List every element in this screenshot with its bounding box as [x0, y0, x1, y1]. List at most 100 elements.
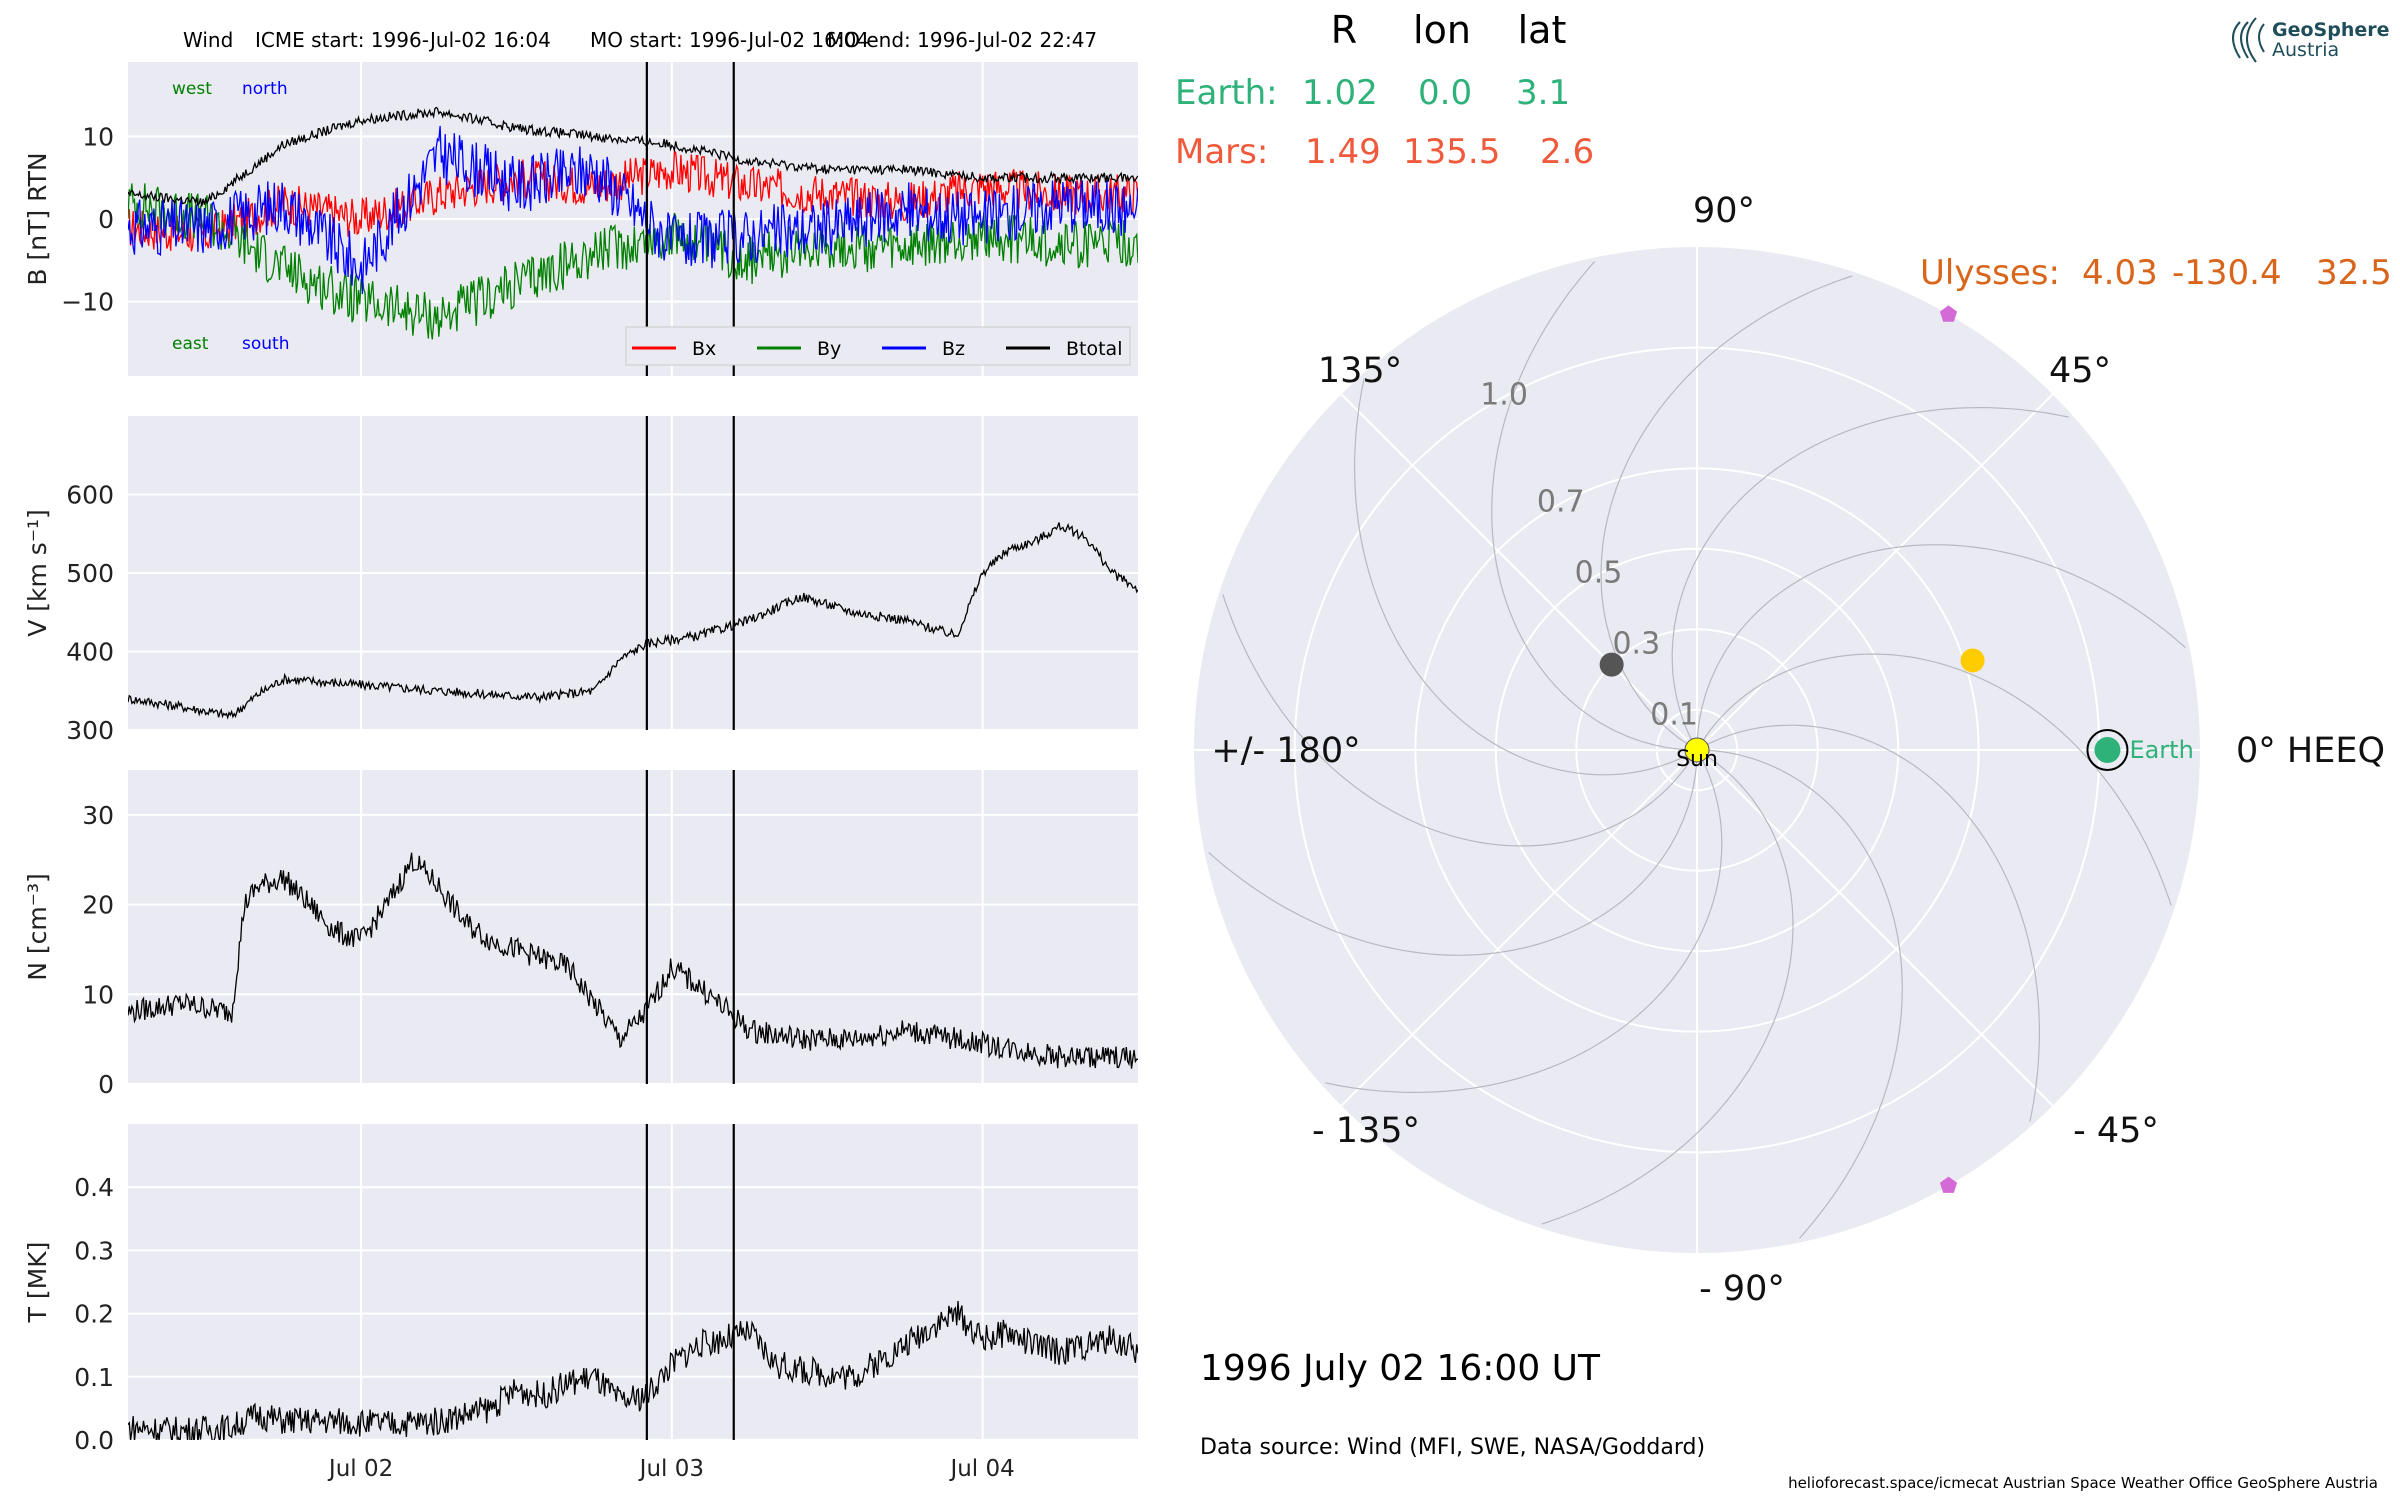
spiral-line — [1671, 407, 2069, 744]
earth-row-name: Earth: — [1175, 73, 1278, 113]
label-east: east — [172, 334, 209, 354]
legend-box — [625, 326, 1131, 366]
y-tick-label: 0.3 — [74, 1236, 114, 1265]
y-tick-label: 300 — [66, 716, 114, 745]
table-header-lon: lon — [1413, 8, 1471, 52]
ulysses-row-name: Ulysses: — [1920, 253, 2060, 293]
panel-2: 0 10 20 30 N [cm⁻³] — [23, 770, 1138, 1099]
y-axis-label: B [nT] RTN — [23, 152, 52, 285]
y-tick-label: 0 — [98, 205, 114, 234]
earth-label: Earth — [2129, 736, 2193, 764]
panel-0: −10 0 10 B [nT] RTN — [23, 62, 1138, 376]
earth-row-r: 1.02 — [1302, 73, 1378, 113]
header-icme-start: ICME start: 1996-Jul-02 16:04 — [255, 28, 551, 52]
logo-line1: GeoSphere — [2272, 19, 2390, 41]
data-source-text: Data source: Wind (MFI, SWE, NASA/Goddar… — [1200, 1435, 1705, 1460]
legend-btotal-label: Btotal — [1066, 338, 1122, 360]
b-panel-annotations: west north east south — [172, 79, 289, 354]
angle-label: - 135° — [1312, 1111, 1420, 1151]
angle-label: - 45° — [2073, 1111, 2159, 1151]
label-north: north — [242, 79, 288, 99]
y-tick-label: 10 — [82, 122, 114, 151]
mars-row-r: 1.49 — [1305, 132, 1381, 172]
y-tick-label: 600 — [66, 481, 114, 510]
y-tick-label: 0.1 — [74, 1363, 114, 1392]
header-mo-start: MO start: 1996-Jul-02 16:04 — [590, 28, 869, 52]
y-axis-label: N [cm⁻³] — [23, 873, 52, 980]
spiral-line — [1208, 757, 1698, 956]
y-tick-label: 400 — [66, 638, 114, 667]
y-tick-label: 500 — [66, 559, 114, 588]
y-tick-label: 0 — [98, 1070, 114, 1099]
sun-label: Sun — [1676, 747, 1718, 772]
angle-label: 90° — [1693, 191, 1755, 231]
series-line-v — [128, 522, 1138, 720]
y-tick-label: 0.2 — [74, 1300, 114, 1329]
b-legend: Bx By Bz Btotal — [625, 326, 1131, 366]
angle-label: +/- 180° — [1211, 731, 1360, 771]
mercury-point — [1599, 652, 1624, 677]
radial-tick-label: 0.3 — [1612, 626, 1660, 661]
panel-background — [128, 770, 1138, 1084]
polar-spoke — [1340, 393, 1698, 751]
radial-tick-label: 1.0 — [1480, 378, 1528, 413]
polar-position-plot: 0° HEEQ 45° 90° 135° +/- 180° - 135° - 90° - 45… — [1194, 191, 2385, 1309]
series-line-t — [128, 1300, 1138, 1440]
panel-background — [128, 1124, 1138, 1440]
radial-tick-label: 0.7 — [1537, 484, 1585, 519]
logo-line2: Austria — [2272, 39, 2339, 61]
sun-point — [1684, 737, 1710, 763]
earth-ring — [2086, 729, 2129, 771]
table-header-lat: lat — [1518, 8, 1567, 52]
date-text: 1996 July 02 16:00 UT — [1200, 1348, 1601, 1389]
panel-1: 300 400 500 600 V [km s⁻¹] — [23, 416, 1138, 745]
series-line-n — [128, 852, 1138, 1069]
plot-header: Wind ICME start: 1996-Jul-02 16:04 MO st… — [183, 28, 1097, 52]
y-tick-label: 10 — [82, 980, 114, 1009]
earth-row-lon: 0.0 — [1418, 73, 1472, 113]
y-axis-label: V [km s⁻¹] — [23, 509, 52, 637]
header-mo-end: MO end: 1996-Jul-02 22:47 — [827, 28, 1097, 52]
ulysses-row-lon: -130.4 — [2172, 253, 2282, 293]
mars-row-lat: 2.6 — [1540, 132, 1594, 172]
earth-point — [2094, 737, 2121, 763]
spacecraft-marker — [1939, 1176, 1958, 1193]
table-header-r: R — [1331, 8, 1357, 52]
mars-row-lon: 135.5 — [1403, 132, 1500, 172]
earth-row-lat: 3.1 — [1516, 73, 1570, 113]
y-tick-label: 20 — [82, 891, 114, 920]
polar-spoke — [1696, 393, 2054, 751]
radial-tick-label: 0.5 — [1575, 555, 1623, 590]
spiral-line — [1703, 724, 2040, 1122]
series-line-bz — [128, 125, 1138, 295]
angle-label: 0° HEEQ — [2236, 731, 2385, 771]
header-spacecraft: Wind — [183, 28, 233, 52]
spiral-line — [1325, 756, 1723, 1093]
angle-label: - 90° — [1699, 1269, 1785, 1309]
y-tick-label: 0.4 — [74, 1173, 114, 1202]
angle-label: 45° — [2049, 351, 2111, 391]
y-tick-label: 0.0 — [74, 1426, 114, 1455]
position-table: R lon lat Earth: 1.02 0.0 3.1 Mars: 1.49… — [1175, 8, 2392, 293]
series-line-by — [128, 183, 1138, 340]
ulysses-row-r: 4.03 — [2082, 253, 2158, 293]
ulysses-row-lat: 32.5 — [2316, 253, 2392, 293]
series-line-btotal — [128, 106, 1138, 207]
legend-by-label: By — [817, 338, 841, 360]
label-south: south — [242, 334, 289, 354]
spiral-line — [1696, 544, 2186, 743]
spacecraft-marker — [1939, 305, 1958, 322]
mars-row-name: Mars: — [1175, 132, 1268, 172]
footer-text: helioforecast.space/icmecat Austrian Spa… — [1788, 1474, 2378, 1492]
geosphere-logo-mark-icon — [2232, 17, 2265, 63]
spiral-line — [1491, 261, 1690, 751]
radial-tick-label: 0.1 — [1650, 697, 1698, 732]
x-tick-label: Jul 03 — [638, 1456, 704, 1482]
x-tick-label: Jul 04 — [948, 1456, 1014, 1482]
y-tick-label: −10 — [61, 288, 114, 317]
polar-spoke — [1340, 749, 1698, 1107]
spiral-line — [1600, 275, 1853, 747]
spiral-line — [1700, 653, 2172, 906]
time-series-panels: −10 0 10 B [nT] RTN 300 400 500 600 V [km s⁻¹] 0 1… — [23, 62, 1138, 1482]
